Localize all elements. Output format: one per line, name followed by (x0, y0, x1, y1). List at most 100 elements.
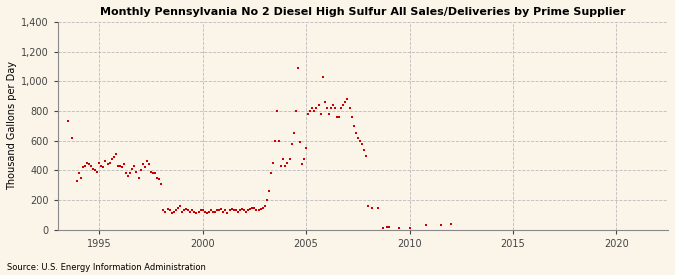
Point (261, 198, 272, 202)
Point (117, 165, 128, 170)
Point (241, 210, 252, 214)
Point (206, 208, 217, 213)
Point (113, 164, 124, 168)
Point (245, 207, 256, 211)
Point (175, 204, 186, 208)
Point (356, 141, 367, 146)
Point (234, 208, 245, 213)
Point (367, 205, 378, 210)
Point (394, 226, 404, 230)
Point (296, 162, 307, 167)
Point (342, 97, 353, 101)
Point (340, 100, 351, 104)
Point (346, 115, 357, 119)
Point (294, 140, 305, 144)
Point (329, 106, 340, 110)
Point (71, 178, 82, 183)
Point (321, 106, 332, 110)
Point (255, 207, 266, 211)
Point (144, 162, 155, 167)
Point (67, 136, 78, 140)
Point (170, 208, 181, 213)
Point (154, 177, 165, 182)
Point (222, 211, 233, 216)
Point (84, 162, 95, 167)
Point (131, 170, 142, 174)
Point (257, 205, 268, 210)
Point (354, 139, 365, 143)
Point (187, 208, 198, 213)
Point (123, 174, 134, 178)
Point (274, 139, 285, 143)
Point (73, 171, 84, 175)
Point (156, 182, 167, 186)
Point (146, 170, 157, 174)
Point (177, 210, 188, 214)
Point (102, 162, 113, 167)
Point (212, 208, 223, 213)
Point (327, 103, 338, 107)
Point (315, 112, 326, 116)
Point (90, 168, 101, 173)
Point (305, 109, 316, 113)
Point (214, 208, 225, 213)
Point (352, 136, 363, 140)
Point (203, 210, 214, 214)
Point (226, 207, 237, 211)
Point (121, 171, 132, 175)
Point (96, 164, 107, 168)
Point (193, 210, 204, 214)
Point (166, 211, 177, 216)
Point (232, 210, 243, 214)
Point (208, 210, 219, 214)
Point (313, 103, 324, 107)
Point (280, 164, 291, 168)
Point (189, 210, 200, 214)
Point (148, 171, 159, 175)
Point (139, 165, 150, 170)
Point (183, 208, 194, 213)
Point (362, 204, 373, 208)
Point (98, 165, 109, 170)
Point (152, 176, 163, 180)
Point (158, 208, 169, 213)
Point (309, 109, 320, 113)
Point (336, 106, 347, 110)
Point (224, 208, 235, 213)
Point (331, 115, 342, 119)
Point (251, 208, 262, 213)
Point (284, 156, 295, 161)
Point (300, 146, 311, 150)
Point (267, 161, 278, 165)
Point (303, 112, 314, 116)
Point (259, 204, 270, 208)
Point (111, 152, 122, 156)
Point (338, 103, 349, 107)
Point (191, 211, 202, 216)
Point (265, 171, 276, 175)
Point (135, 168, 146, 173)
Point (199, 210, 210, 214)
Point (94, 161, 105, 165)
Point (333, 115, 344, 119)
Point (181, 207, 192, 211)
Point (162, 207, 173, 211)
Point (86, 164, 97, 168)
Point (377, 226, 388, 230)
Point (311, 106, 322, 110)
Point (247, 205, 258, 210)
Point (142, 159, 153, 164)
Point (160, 210, 171, 214)
Point (108, 155, 119, 159)
Point (115, 164, 126, 168)
Point (104, 161, 115, 165)
Point (137, 162, 148, 167)
Point (236, 207, 247, 211)
Point (270, 139, 281, 143)
Point (290, 109, 301, 113)
Point (319, 100, 330, 104)
Point (276, 164, 287, 168)
Title: Monthly Pennsylvania No 2 Diesel High Sulfur All Sales/Deliveries by Prime Suppl: Monthly Pennsylvania No 2 Diesel High Su… (100, 7, 626, 17)
Point (446, 222, 456, 226)
Point (220, 208, 231, 213)
